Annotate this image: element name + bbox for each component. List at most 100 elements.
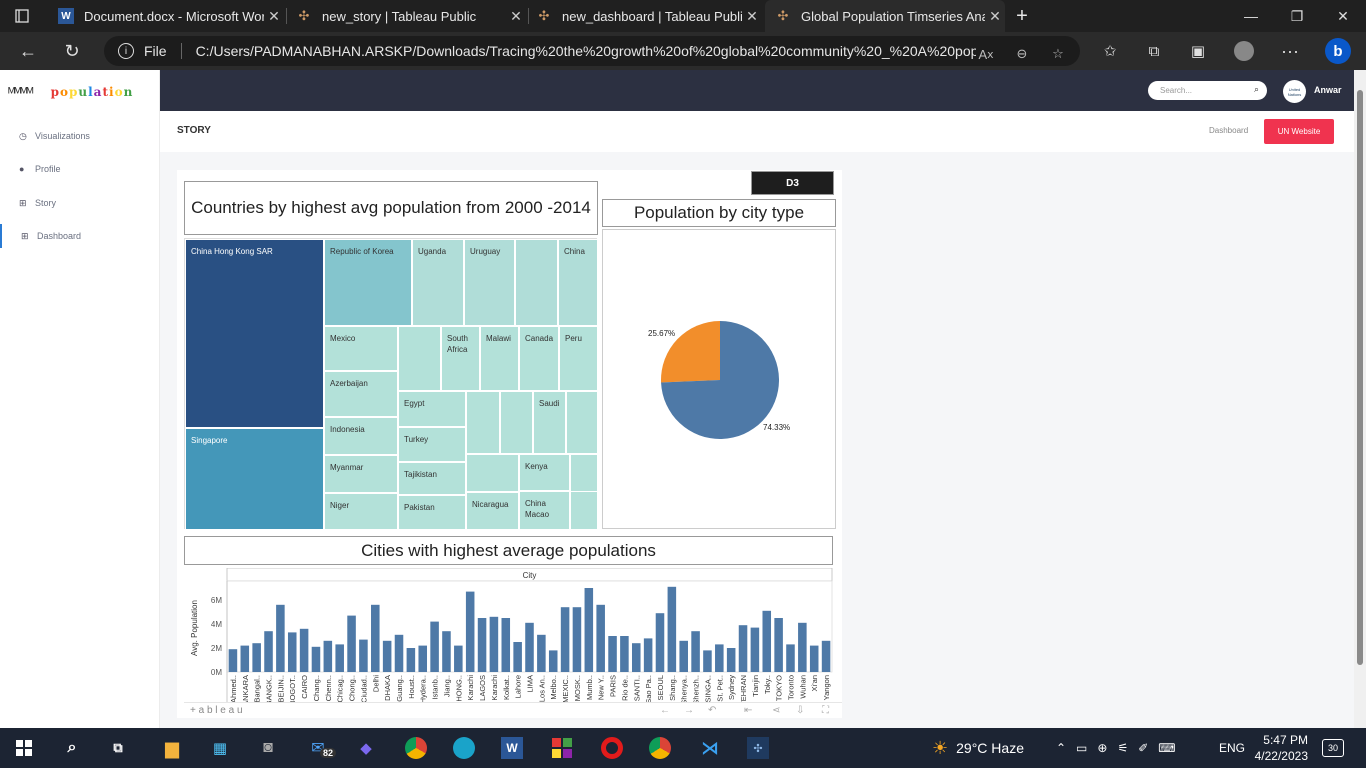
bar[interactable] bbox=[738, 625, 748, 672]
collections-icon[interactable]: ⧉ bbox=[1148, 42, 1160, 60]
bar[interactable] bbox=[489, 616, 499, 672]
treemap-cell[interactable]: Peru bbox=[559, 326, 598, 391]
scrollbar-thumb[interactable] bbox=[1357, 90, 1363, 665]
close-tab-icon[interactable]: ✕ bbox=[510, 7, 522, 24]
treemap-cell[interactable] bbox=[500, 391, 533, 454]
bar[interactable] bbox=[442, 631, 451, 672]
treemap-cell[interactable]: Malawi bbox=[480, 326, 519, 391]
bar[interactable] bbox=[750, 627, 760, 672]
tab-word-document[interactable]: W Document.docx - Microsoft Word ✕ bbox=[58, 0, 284, 32]
treemap-cell[interactable]: Republic of Korea bbox=[324, 239, 412, 326]
bar[interactable] bbox=[786, 644, 795, 672]
treemap-cell[interactable]: Uruguay bbox=[464, 239, 515, 326]
treemap-cell[interactable]: South Africa bbox=[441, 326, 480, 391]
treemap-cell[interactable] bbox=[515, 239, 558, 326]
bar[interactable] bbox=[620, 636, 629, 672]
minimize-button[interactable]: — bbox=[1244, 8, 1258, 24]
tab-new-story[interactable]: ✣ new_story | Tableau Public ✕ bbox=[296, 0, 526, 32]
bar-svg[interactable]: City Avg. Population 0M 2M 4M 6M Ahmed.. ANKARA… bbox=[184, 567, 833, 706]
bar[interactable] bbox=[548, 650, 558, 672]
close-tab-icon[interactable]: ✕ bbox=[268, 7, 280, 24]
language-indicator[interactable]: ENG bbox=[1219, 741, 1246, 755]
search-icon[interactable]: ⌕ bbox=[1253, 84, 1259, 94]
bar[interactable] bbox=[631, 643, 641, 672]
bar[interactable] bbox=[560, 607, 570, 672]
favorites-icon[interactable]: ✩ bbox=[1103, 43, 1117, 60]
treemap-cell[interactable]: Uganda bbox=[412, 239, 464, 326]
treemap-cell[interactable]: China Hong Kong SAR bbox=[185, 239, 324, 428]
bar[interactable] bbox=[264, 631, 273, 672]
url-text[interactable]: C:/Users/PADMANABHAN.ARSKP/Downloads/Tra… bbox=[195, 43, 976, 59]
store-icon[interactable]: ▦ bbox=[212, 740, 228, 757]
bar[interactable] bbox=[276, 604, 285, 672]
add-favorite-icon[interactable]: ☆ bbox=[1052, 46, 1064, 61]
bar[interactable] bbox=[501, 618, 511, 672]
system-tray-icons[interactable]: ⌃▭⊕⚟✐⌨ bbox=[1056, 741, 1186, 755]
bar[interactable] bbox=[311, 646, 321, 672]
bar[interactable] bbox=[596, 604, 605, 672]
chrome-profile-icon[interactable] bbox=[646, 734, 674, 762]
pie-chart[interactable]: 74.33% 25.67% bbox=[602, 229, 836, 529]
notifications-button[interactable]: 30 bbox=[1322, 728, 1344, 768]
nav-item-profile[interactable]: ● Profile bbox=[0, 157, 160, 181]
treemap-cell[interactable]: Azerbaijan bbox=[324, 371, 398, 417]
bar[interactable] bbox=[691, 631, 700, 672]
treemap-cell[interactable]: Pakistan bbox=[398, 495, 466, 530]
d3-button[interactable]: D3 bbox=[751, 171, 834, 195]
treemap-cell[interactable]: Turkey bbox=[398, 427, 466, 462]
bar[interactable] bbox=[774, 618, 783, 672]
tab-new-dashboard[interactable]: ✣ new_dashboard | Tableau Public ✕ bbox=[536, 0, 762, 32]
bar[interactable] bbox=[347, 615, 356, 672]
bar[interactable] bbox=[667, 586, 677, 672]
app-logo[interactable]: ᴹᴹᴹᴹ population bbox=[8, 84, 133, 100]
bar[interactable] bbox=[655, 613, 665, 672]
treemap-cell[interactable]: Saudi bbox=[533, 391, 566, 454]
nav-item-dashboard[interactable]: ⊞ Dashboard bbox=[0, 224, 160, 248]
bar[interactable] bbox=[252, 643, 261, 672]
bar[interactable] bbox=[798, 622, 807, 672]
clock[interactable]: 5:47 PM 4/22/2023 bbox=[1255, 728, 1308, 768]
edge-icon[interactable] bbox=[450, 734, 478, 762]
bar[interactable] bbox=[703, 650, 712, 672]
download-icon[interactable]: ⇩ bbox=[796, 705, 805, 716]
treemap-cell[interactable] bbox=[570, 491, 598, 530]
tab-actions-button[interactable] bbox=[6, 0, 38, 32]
revert-all-icon[interactable]: ⇤ bbox=[744, 705, 753, 716]
bing-icon[interactable]: b bbox=[1322, 32, 1354, 70]
word-taskbar-icon[interactable]: W bbox=[498, 734, 526, 762]
treemap-cell[interactable]: Myanmar bbox=[324, 455, 398, 493]
revert-icon[interactable]: ↶ bbox=[708, 705, 717, 716]
url-field[interactable]: i File C:/Users/PADMANABHAN.ARSKP/Downlo… bbox=[104, 36, 1080, 66]
bar[interactable] bbox=[513, 642, 522, 672]
bar[interactable] bbox=[323, 640, 333, 672]
bar[interactable] bbox=[525, 622, 534, 672]
bar[interactable] bbox=[240, 645, 250, 672]
pie-svg[interactable]: 74.33% 25.67% bbox=[603, 230, 837, 530]
treemap-cell[interactable]: Egypt bbox=[398, 391, 466, 427]
pie-slice[interactable] bbox=[661, 321, 779, 439]
bar[interactable] bbox=[608, 636, 617, 672]
file-explorer-icon[interactable]: ▆ bbox=[165, 737, 179, 758]
bar[interactable] bbox=[679, 640, 688, 672]
app-grid-icon[interactable] bbox=[548, 734, 576, 762]
bar[interactable] bbox=[477, 618, 487, 672]
mail-icon[interactable]: ✉ 82 bbox=[304, 734, 337, 762]
bar[interactable] bbox=[228, 649, 238, 672]
bar[interactable] bbox=[406, 648, 416, 672]
treemap-cell[interactable]: Mexico bbox=[324, 326, 398, 371]
bar[interactable] bbox=[643, 638, 653, 672]
treemap-cell[interactable] bbox=[466, 391, 500, 454]
bar[interactable] bbox=[335, 644, 344, 672]
page-scrollbar[interactable] bbox=[1354, 70, 1366, 728]
treemap-cell[interactable]: Indonesia bbox=[324, 417, 398, 455]
bar-chart[interactable]: City Avg. Population 0M 2M 4M 6M Ahmed.. ANKARA… bbox=[184, 567, 833, 706]
bar[interactable] bbox=[584, 588, 594, 672]
dashboard-link[interactable]: Dashboard bbox=[1209, 126, 1249, 135]
weather-widget[interactable]: ☀ 29°C Haze bbox=[932, 728, 1024, 768]
bar[interactable] bbox=[299, 628, 309, 672]
bar[interactable] bbox=[371, 604, 380, 672]
info-icon[interactable]: i bbox=[118, 43, 134, 59]
bar[interactable] bbox=[715, 644, 724, 672]
close-tab-icon[interactable]: ✕ bbox=[746, 7, 758, 24]
new-tab-button[interactable]: + bbox=[1016, 4, 1028, 27]
